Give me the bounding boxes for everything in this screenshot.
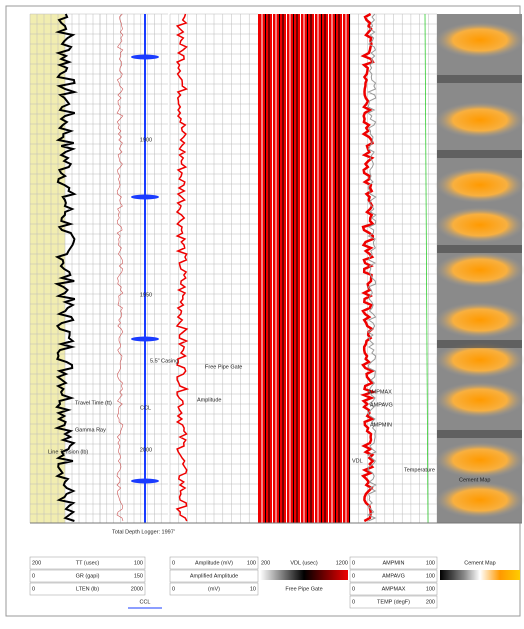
cement-title: Cement Map (464, 560, 496, 566)
depth-label: 1900 (140, 137, 152, 143)
footer-cell (349, 569, 438, 583)
cement-blob (435, 302, 524, 338)
cement-blob (435, 442, 524, 478)
annotation: Temperature (404, 467, 435, 473)
annotation: CCL (140, 405, 151, 411)
gate-name: Free Pipe Gate (285, 586, 322, 592)
scale-min: 0 (172, 586, 175, 592)
curve-name: Amplified Amplitude (190, 573, 238, 579)
vdl-scale (260, 570, 348, 580)
curve-name: Amplitude (mV) (195, 560, 233, 566)
depth-label: 2000 (140, 447, 152, 453)
curve-name: TT (usec) (76, 560, 100, 566)
cement-scale (440, 570, 520, 580)
annotation: Amplitude (197, 397, 221, 403)
temp-line (424, 13, 429, 524)
cement-dark (437, 150, 522, 158)
scale-min: 0 (352, 599, 355, 605)
cement-blob (435, 102, 524, 138)
scale-min: 200 (32, 560, 41, 566)
ccl-spike (131, 336, 159, 342)
scale-min: 200 (261, 560, 270, 566)
log-curve (360, 12, 377, 523)
shade (30, 14, 65, 523)
depth-label: 1950 (140, 292, 152, 298)
annotation: VDL (352, 458, 363, 464)
annotation: Cement Map (459, 477, 491, 483)
scale-min: 0 (32, 586, 35, 592)
scale-min: 0 (172, 560, 175, 566)
scale-max: 1200 (336, 560, 348, 566)
curve-name: AMPAVG (382, 573, 405, 579)
footer-cell (169, 556, 259, 570)
footer-cell (349, 556, 438, 570)
curve-name: AMPMAX (382, 586, 406, 592)
curve-name: LTEN (lb) (76, 586, 99, 592)
scale-max: 10 (250, 586, 256, 592)
footer-cell (29, 582, 146, 596)
cement-blob (435, 167, 524, 203)
ccl-spike (131, 478, 159, 484)
curve-name: GR (gapi) (76, 573, 100, 579)
annotation: Travel Time (tt) (75, 400, 112, 406)
footer-cell (169, 569, 259, 583)
annotation: Gamma Ray (75, 427, 106, 433)
scale-max: 100 (426, 573, 435, 579)
ccl-spike (131, 194, 159, 200)
curve-name: AMPMIN (383, 560, 405, 566)
cement-blob (435, 482, 524, 518)
scale-min: 0 (352, 586, 355, 592)
cement-dark (437, 75, 522, 83)
cement-dark (437, 340, 522, 348)
cement-blob (435, 22, 524, 58)
annotation: AMPAVG (370, 402, 393, 408)
footer-cell (169, 582, 259, 596)
scale-min: 0 (32, 573, 35, 579)
annotation: Total Depth Logger: 1997' (112, 529, 175, 535)
annotation: Free Pipe Gate (205, 364, 242, 370)
scale-max: 2000 (131, 586, 143, 592)
curve-name: TEMP (degF) (377, 599, 410, 605)
footer-cell (29, 556, 146, 570)
scale-max: 100 (134, 560, 143, 566)
footer-cell (349, 595, 438, 609)
cement-blob (435, 382, 524, 418)
cement-blob (435, 207, 524, 243)
cement-blob (435, 252, 524, 288)
log-curve (367, 13, 377, 522)
annotation: 5.5" Casing (150, 358, 178, 364)
annotation: AMPMIN (370, 422, 392, 428)
ccl-name: CCL (139, 599, 150, 605)
cement-dark (437, 430, 522, 438)
annotation: Line Tension (lb) (48, 449, 88, 455)
scale-max: 100 (426, 586, 435, 592)
scale-max: 100 (426, 560, 435, 566)
footer-cell (349, 582, 438, 596)
scale-max: 200 (426, 599, 435, 605)
cement-dark (437, 245, 522, 253)
scale-max: 100 (247, 560, 256, 566)
log-curve (53, 13, 79, 522)
scale-max: 150 (134, 573, 143, 579)
curve-name: VDL (usec) (290, 560, 317, 566)
scale-min: 0 (352, 573, 355, 579)
footer-cell (29, 569, 146, 583)
ccl-spike (131, 54, 159, 60)
scale-min: 0 (352, 560, 355, 566)
cement-blob (435, 342, 524, 378)
curve-name: (mV) (208, 586, 220, 592)
log-curve (175, 13, 190, 522)
annotation: AMPMAX (368, 389, 392, 395)
log-curve (116, 13, 124, 522)
